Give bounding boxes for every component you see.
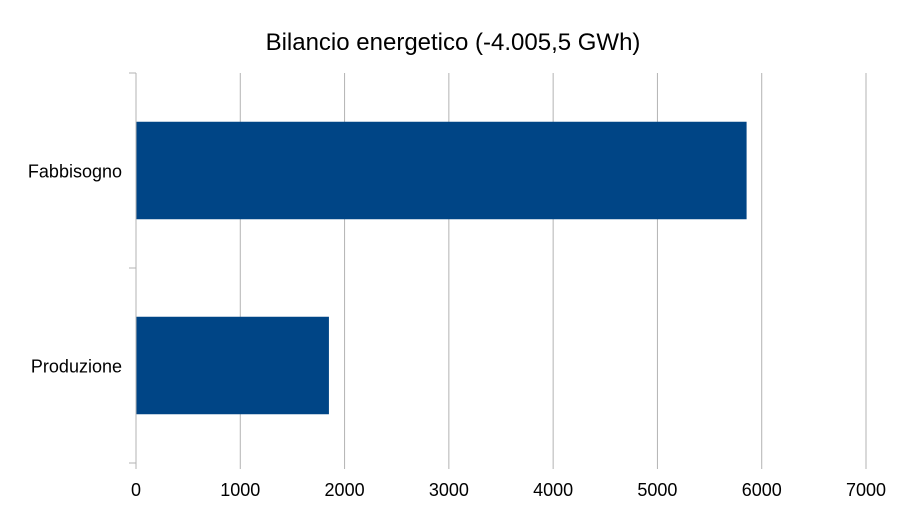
chart-title: Bilancio energetico (-4.005,5 GWh) bbox=[266, 29, 641, 56]
axis-labels: 0 1000 2000 3000 4000 5000 6000 7000 Fabbisogno P… bbox=[28, 162, 886, 501]
bar-fabbisogno bbox=[136, 121, 747, 220]
bars bbox=[136, 121, 747, 415]
x-tick-label: 5000 bbox=[637, 480, 677, 500]
x-tick-label: 3000 bbox=[429, 480, 469, 500]
bar-produzione bbox=[136, 316, 329, 415]
x-tick-label: 0 bbox=[131, 480, 141, 500]
axes bbox=[129, 72, 867, 469]
x-tick-label: 7000 bbox=[846, 480, 886, 500]
x-tick-label: 1000 bbox=[220, 480, 260, 500]
x-tick-label: 2000 bbox=[325, 480, 365, 500]
category-label: Produzione bbox=[31, 357, 122, 377]
category-label: Fabbisogno bbox=[28, 162, 122, 182]
x-tick-label: 6000 bbox=[742, 480, 782, 500]
x-tick-label: 4000 bbox=[533, 480, 573, 500]
